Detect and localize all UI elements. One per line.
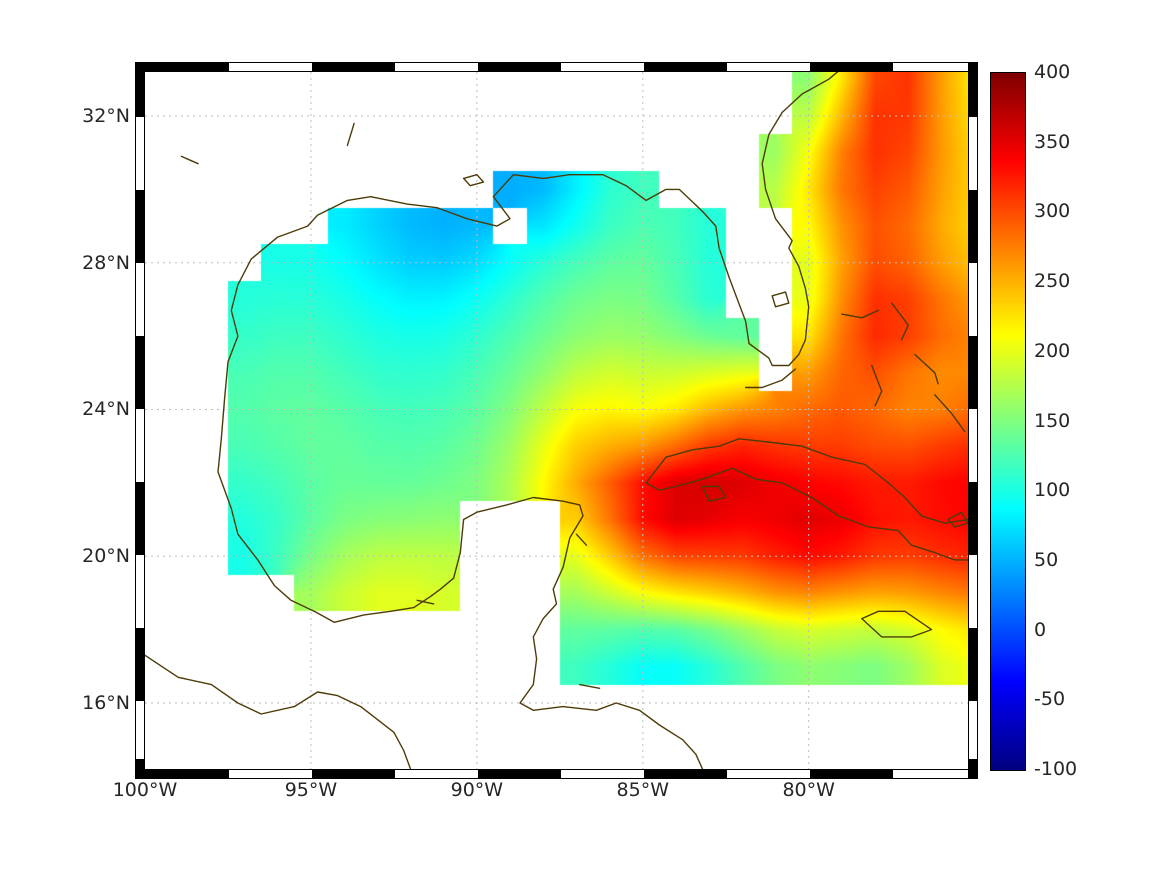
colorbar-tick-label: 0 xyxy=(1034,618,1047,641)
map-plot-area xyxy=(145,72,968,769)
colorbar-tick-label: 300 xyxy=(1034,200,1071,223)
coastline-cozumel xyxy=(575,533,588,546)
x-tick-label: 85°W xyxy=(616,779,670,801)
y-tick-label: 24°N xyxy=(82,398,130,421)
colorbar-tick-label: -50 xyxy=(1034,688,1066,711)
frame-bottom xyxy=(135,769,978,779)
coastline-great-inagua xyxy=(947,511,968,528)
coastline-overlay xyxy=(145,72,968,769)
colorbar-tick-label: -100 xyxy=(1034,758,1078,780)
x-tick-label: 80°W xyxy=(782,779,835,801)
colorbar-tick-label: 150 xyxy=(1034,409,1071,432)
coastline-andros xyxy=(871,364,883,407)
y-tick-label: 32°N xyxy=(82,105,130,128)
coastline-mexico-central-america xyxy=(217,335,704,769)
colorbar-tick-label: 400 xyxy=(1034,61,1071,83)
coastline-isle-of-youth xyxy=(701,485,727,502)
coastline-jamaica xyxy=(861,610,933,638)
colorbar-tick-label: 200 xyxy=(1034,339,1071,362)
coastline-bay-islands xyxy=(579,683,601,689)
coastline-abaco xyxy=(891,302,909,341)
coastline-toledo-bend xyxy=(346,122,355,147)
coastline-grand-bahama xyxy=(841,309,880,319)
coastline-lake-pontchartrain xyxy=(462,173,485,187)
frame-top xyxy=(135,62,978,72)
coastline-cuba xyxy=(645,438,968,561)
heatmap-canvas xyxy=(145,72,968,769)
x-tick-label: 100°W xyxy=(112,779,178,801)
x-tick-label: 90°W xyxy=(450,779,504,801)
coastline-us-gulf-atlantic xyxy=(230,72,839,367)
coastlines xyxy=(145,72,968,769)
coastline-lake-okeechobee xyxy=(771,291,790,308)
y-tick-label: 16°N xyxy=(82,691,130,714)
colorbar-tick-label: 100 xyxy=(1034,479,1071,502)
colorbar xyxy=(990,72,1026,771)
coastline-mexico-pacific xyxy=(145,654,412,769)
coastline-texas-lakes xyxy=(180,155,199,165)
frame-left xyxy=(135,62,145,779)
coastline-exuma-chain xyxy=(934,394,966,433)
x-tick-label: 95°W xyxy=(284,779,338,801)
coastline-florida-keys xyxy=(745,368,797,389)
colorbar-tick-label: 350 xyxy=(1034,130,1071,153)
coastline-laguna-terminos xyxy=(416,599,435,605)
colorbar-tick-label: 50 xyxy=(1034,548,1059,571)
y-tick-label: 20°N xyxy=(82,545,130,568)
graticule xyxy=(145,72,968,769)
colorbar-tick-label: 250 xyxy=(1034,270,1071,293)
y-tick-label: 28°N xyxy=(82,251,130,274)
frame-right xyxy=(968,62,978,779)
coastline-eleuthera xyxy=(914,353,939,385)
